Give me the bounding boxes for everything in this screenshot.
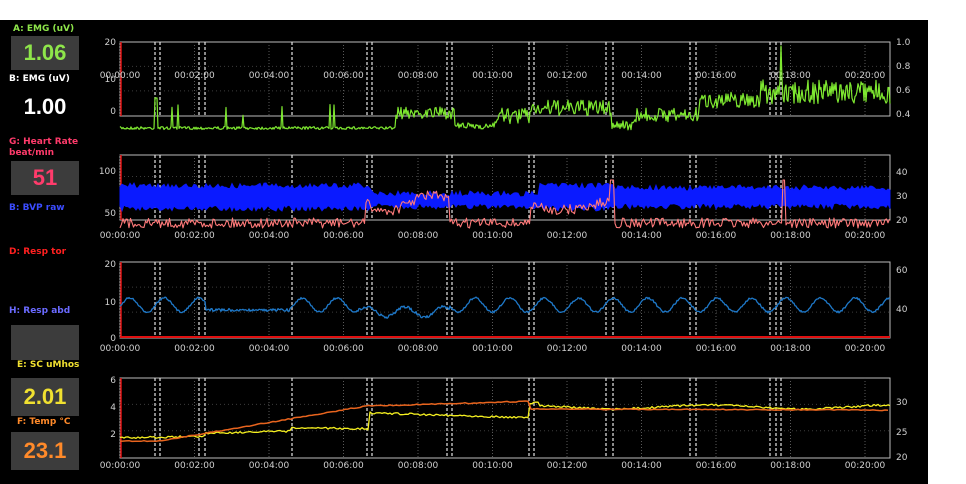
- heart-rate-label: G: Heart Rate: [9, 137, 79, 147]
- time-tick-label: 00:12:00: [547, 231, 588, 241]
- time-tick-label: 00:12:00: [547, 344, 588, 354]
- time-tick-label: 00:02:00: [174, 461, 215, 471]
- right-axis-label: 40: [896, 305, 908, 315]
- channel-b-label: B: EMG (uV): [9, 74, 70, 84]
- time-tick-label: 00:06:00: [323, 344, 364, 354]
- time-tick-label: 00:00:00: [100, 71, 141, 81]
- temp-trace: [119, 400, 889, 443]
- right-axis-label: 0.6: [896, 86, 911, 96]
- right-axis-label: 30: [896, 192, 908, 202]
- temp-label: F: Temp °C: [17, 417, 71, 427]
- plot-panel-resp: 00:00:00 00:02:00 00:04:00 00:06:00 00:08:00…: [100, 260, 908, 354]
- time-tick-label: 00:14:00: [621, 71, 662, 81]
- left-axis-label: 6: [110, 376, 116, 386]
- time-tick-label: 00:12:00: [547, 461, 588, 471]
- heart-rate-unit: beat/min: [9, 148, 55, 158]
- time-tick-label: 00:02:00: [174, 231, 215, 241]
- left-axis-label: 10: [105, 298, 117, 308]
- right-axis-label: 0.4: [896, 110, 911, 120]
- time-tick-label: 00:06:00: [323, 231, 364, 241]
- right-axis-label: 60: [896, 266, 908, 276]
- heart-rate-value: 51: [11, 161, 79, 195]
- time-tick-label: 00:08:00: [398, 344, 439, 354]
- sc-trace: [119, 401, 891, 440]
- left-axis-label: 10: [105, 75, 117, 85]
- left-axis-label: 20: [105, 38, 117, 48]
- time-tick-label: 00:16:00: [696, 461, 737, 471]
- time-tick-label: 00:18:00: [770, 344, 811, 354]
- time-tick-label: 00:14:00: [621, 231, 662, 241]
- left-axis-label: 0: [110, 107, 116, 117]
- time-tick-label: 00:20:00: [845, 344, 886, 354]
- time-tick-label: 00:00:00: [100, 344, 141, 354]
- time-tick-label: 00:20:00: [845, 231, 886, 241]
- time-tick-label: 00:18:00: [770, 71, 811, 81]
- time-tick-label: 00:00:00: [100, 461, 141, 471]
- plot-frame: [119, 377, 891, 459]
- temp-value: 23.1: [11, 432, 79, 470]
- right-axis-label: 25: [896, 428, 907, 438]
- plot-frame: [119, 41, 891, 117]
- channel-a-value: 1.06: [11, 36, 79, 70]
- right-axis-label: 40: [896, 168, 908, 178]
- bvp-label: B: BVP raw: [9, 203, 65, 213]
- left-axis-label: 2: [110, 430, 116, 440]
- time-tick-label: 00:08:00: [398, 461, 439, 471]
- sc-value: 2.01: [11, 378, 79, 416]
- heart-rate-trace: [119, 179, 891, 229]
- time-tick-label: 00:10:00: [472, 344, 513, 354]
- channel-a-label: A: EMG (uV): [13, 24, 75, 34]
- time-tick-label: 00:02:00: [174, 344, 215, 354]
- plot-panel-sc-temp: 00:00:00 00:02:00 00:04:00 00:06:00 00:08:00…: [100, 376, 908, 471]
- resp-blank-box: [11, 325, 79, 360]
- time-tick-label: 00:20:00: [845, 71, 886, 81]
- left-axis-label: 20: [105, 260, 117, 270]
- time-tick-label: 00:06:00: [323, 461, 364, 471]
- time-tick-label: 00:18:00: [770, 461, 811, 471]
- plot-panel-emg: 00:00:00 00:02:00 00:04:00 00:06:00 00:08:00…: [100, 38, 911, 120]
- sc-label: E: SC uMhos: [17, 360, 80, 370]
- time-tick-label: 00:10:00: [472, 461, 513, 471]
- time-tick-label: 00:16:00: [696, 71, 737, 81]
- time-tick-label: 00:14:00: [621, 461, 662, 471]
- left-axis-label: 0: [110, 334, 116, 344]
- signal-plots: 00:00:00 00:02:00 00:04:00 00:06:00 00:08:00…: [99, 38, 911, 471]
- emg-trace: [119, 45, 891, 131]
- biofeedback-display: A: EMG (uV) 1.06 B: EMG (uV) 1.00 G: Hea…: [0, 20, 928, 484]
- right-axis-label: 20: [896, 453, 908, 463]
- time-tick-label: 00:20:00: [845, 461, 886, 471]
- time-tick-label: 00:14:00: [621, 344, 662, 354]
- time-tick-label: 00:08:00: [398, 231, 439, 241]
- right-axis-label: 1.0: [896, 38, 911, 48]
- time-tick-label: 00:06:00: [323, 71, 364, 81]
- time-tick-label: 00:04:00: [249, 344, 290, 354]
- time-tick-label: 00:08:00: [398, 71, 439, 81]
- time-tick-label: 00:02:00: [174, 71, 215, 81]
- time-tick-label: 00:00:00: [100, 231, 141, 241]
- time-tick-label: 00:10:00: [472, 71, 513, 81]
- channel-b-value: 1.00: [11, 88, 79, 126]
- time-tick-label: 00:12:00: [547, 71, 588, 81]
- left-axis-label: 50: [105, 209, 117, 219]
- right-axis-label: 20: [896, 216, 908, 226]
- left-axis-label: 4: [110, 403, 116, 413]
- bvp-trace: [119, 182, 891, 213]
- time-tick-label: 00:04:00: [249, 71, 290, 81]
- time-tick-label: 00:04:00: [249, 461, 290, 471]
- time-tick-label: 00:16:00: [696, 344, 737, 354]
- time-tick-label: 00:04:00: [249, 231, 290, 241]
- right-axis-label: 30: [896, 398, 908, 408]
- right-axis-label: 0.8: [896, 62, 911, 72]
- time-tick-label: 00:18:00: [770, 231, 811, 241]
- left-axis-label: 100: [99, 167, 116, 177]
- time-tick-label: 00:16:00: [696, 231, 737, 241]
- resp-abd-label: H: Resp abd: [9, 306, 71, 316]
- resp-abd-trace: [119, 296, 891, 319]
- time-tick-label: 00:10:00: [472, 231, 513, 241]
- resp-tor-label: D: Resp tor: [9, 247, 67, 257]
